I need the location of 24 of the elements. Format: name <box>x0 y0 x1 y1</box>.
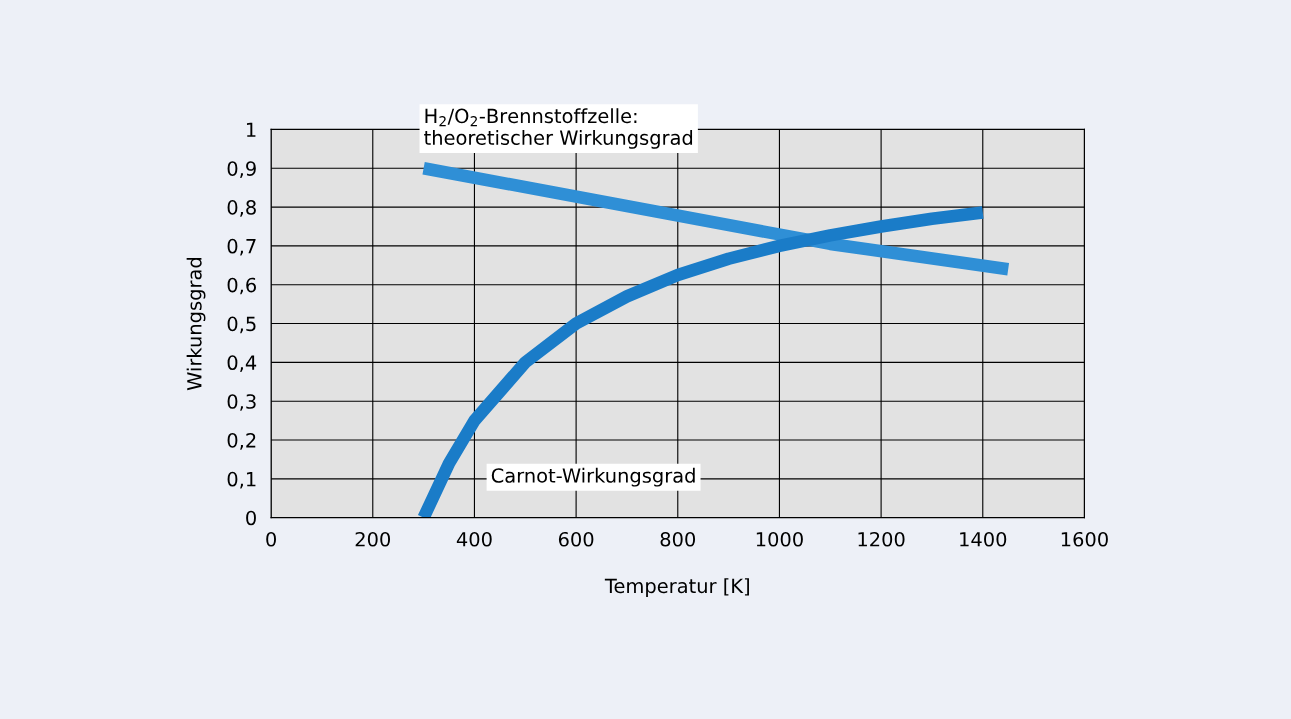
y-tick-label: 0,7 <box>227 238 256 256</box>
x-tick-label: 1000 <box>756 531 803 547</box>
x-tick-label: 1600 <box>1061 531 1108 547</box>
y-tick-label: 0,5 <box>227 316 256 334</box>
x-tick-label: 1200 <box>858 531 905 547</box>
y-tick-label: 1 <box>246 122 256 137</box>
y-axis-title: Wirkungsgrad <box>186 258 206 391</box>
x-tick-label: 600 <box>558 531 594 547</box>
y-tick-label: 0,9 <box>227 161 256 178</box>
x-tick-label: 800 <box>660 531 696 547</box>
x-tick-label: 0 <box>266 531 276 547</box>
x-tick-label: 200 <box>355 531 391 547</box>
series-label: H$_{2}$/O$_{2}$-Brennstoffzelle: theoretischer Wirkungsgrad <box>424 108 693 149</box>
text: Carnot-Wirkungsgrad <box>491 467 695 487</box>
y-tick-label: 0,1 <box>227 471 256 489</box>
x-tick-label: 400 <box>456 531 492 547</box>
y-tick-label: 0,8 <box>227 200 256 217</box>
y-tick-label: 0,2 <box>227 432 256 450</box>
y-tick-label: 0 <box>246 510 256 526</box>
x-axis-title: Temperatur [K] <box>604 578 749 597</box>
y-tick-label: 0,4 <box>227 355 257 373</box>
y-tick-label: 0,3 <box>227 394 256 411</box>
y-tick-label: 0,6 <box>227 277 256 295</box>
x-tick-label: 1400 <box>960 531 1007 547</box>
